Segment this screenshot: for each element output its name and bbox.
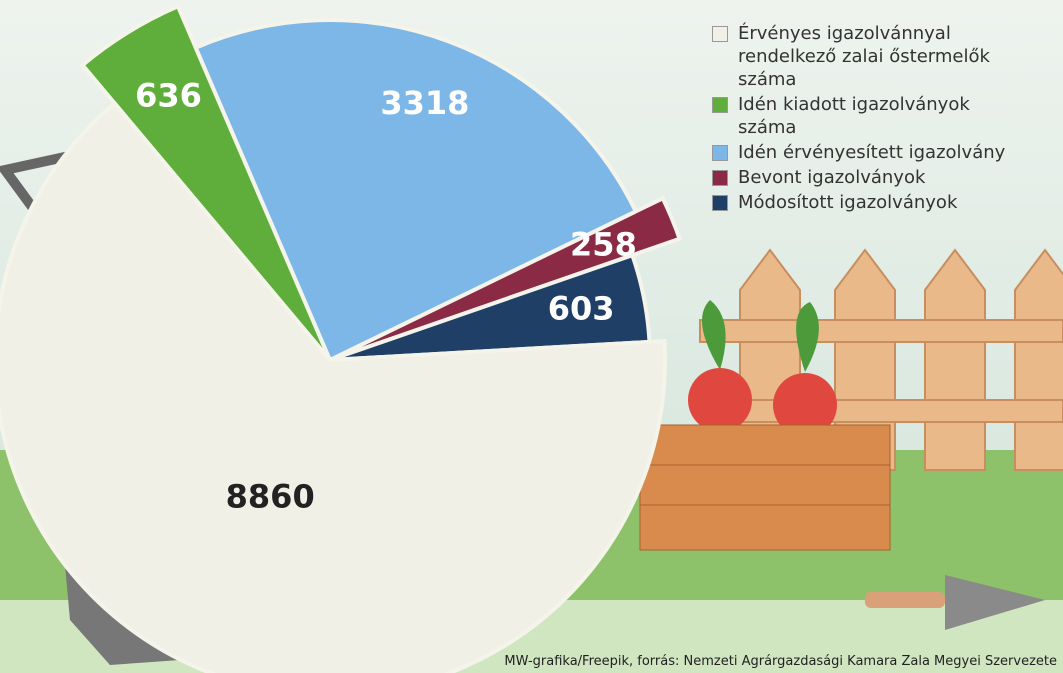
legend-swatch: [712, 26, 728, 42]
value-label: 3318: [380, 84, 469, 122]
legend-item: Módosított igazolványok: [712, 191, 1042, 214]
legend-item: Idén kiadott igazolványok száma: [712, 93, 1042, 139]
legend-swatch: [712, 97, 728, 113]
value-label: 636: [135, 77, 202, 115]
legend-swatch: [712, 145, 728, 161]
infographic: 63633182586038860 Érvényes igazolvánnyal…: [0, 0, 1063, 673]
source: MW-grafika/Freepik, forrás: Nemzeti Agrá…: [504, 654, 1057, 669]
legend-label: Bevont igazolványok: [738, 166, 1028, 189]
value-label: 8860: [226, 477, 315, 515]
value-label: 603: [548, 289, 615, 327]
legend-item: Idén érvényesített igazolvány: [712, 141, 1042, 164]
legend-item: Érvényes igazolvánnyal rendelkező zalai …: [712, 22, 1042, 91]
legend-swatch: [712, 195, 728, 211]
legend: Érvényes igazolvánnyal rendelkező zalai …: [712, 22, 1042, 216]
legend-label: Idén érvényesített igazolvány: [738, 141, 1028, 164]
legend-swatch: [712, 170, 728, 186]
legend-label: Érvényes igazolvánnyal rendelkező zalai …: [738, 22, 1028, 91]
legend-label: Idén kiadott igazolványok száma: [738, 93, 1028, 139]
legend-item: Bevont igazolványok: [712, 166, 1042, 189]
legend-label: Módosított igazolványok: [738, 191, 1028, 214]
